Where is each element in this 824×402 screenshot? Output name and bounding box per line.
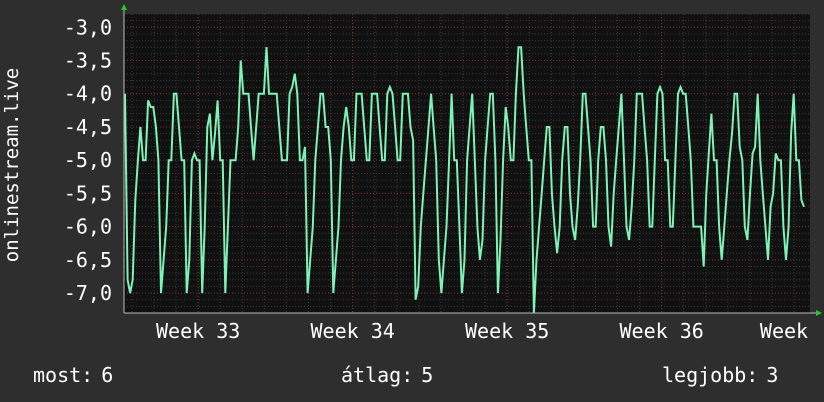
x-tick-label: Week 35 — [465, 319, 549, 343]
x-tick-label: Week — [760, 319, 808, 343]
stat-average: átlag: 5 — [341, 363, 441, 387]
stat-best-label: legjobb: — [662, 363, 759, 387]
stat-now-value: 6 — [101, 363, 114, 387]
stat-now: most: 6 — [33, 363, 121, 387]
series-line — [124, 46, 805, 314]
stat-now-label: most: — [33, 363, 94, 387]
x-tick-label: Week 33 — [156, 319, 240, 343]
stat-average-value: 5 — [421, 363, 434, 387]
x-axis-arrow — [816, 310, 822, 316]
stat-best-value: 3 — [766, 363, 779, 387]
axes — [121, 4, 822, 316]
y-tick-label: -3,5 — [64, 49, 112, 73]
y-tick-label: -5,0 — [64, 148, 112, 172]
x-tick-label: Week 36 — [620, 319, 704, 343]
x-tick-label: Week 34 — [311, 319, 395, 343]
y-axis-label: onlinestream.live — [1, 67, 23, 263]
y-tick-label: -6,0 — [64, 215, 112, 239]
y-axis-arrow — [121, 4, 127, 10]
y-tick-label: -4,5 — [64, 115, 112, 139]
stat-average-label: átlag: — [341, 363, 414, 387]
y-tick-label: -7,0 — [64, 281, 112, 305]
tick-labels: -3,0 -3,5 -4,0 -4,5 -5,0 -5,5 -6,0 -6,5 -7,0 Week… — [64, 15, 808, 343]
y-tick-label: -4,0 — [64, 82, 112, 106]
y-tick-label: -6,5 — [64, 248, 112, 272]
y-tick-label: -3,0 — [64, 15, 112, 39]
stat-best: legjobb: 3 — [662, 363, 786, 387]
y-tick-label: -5,5 — [64, 181, 112, 205]
